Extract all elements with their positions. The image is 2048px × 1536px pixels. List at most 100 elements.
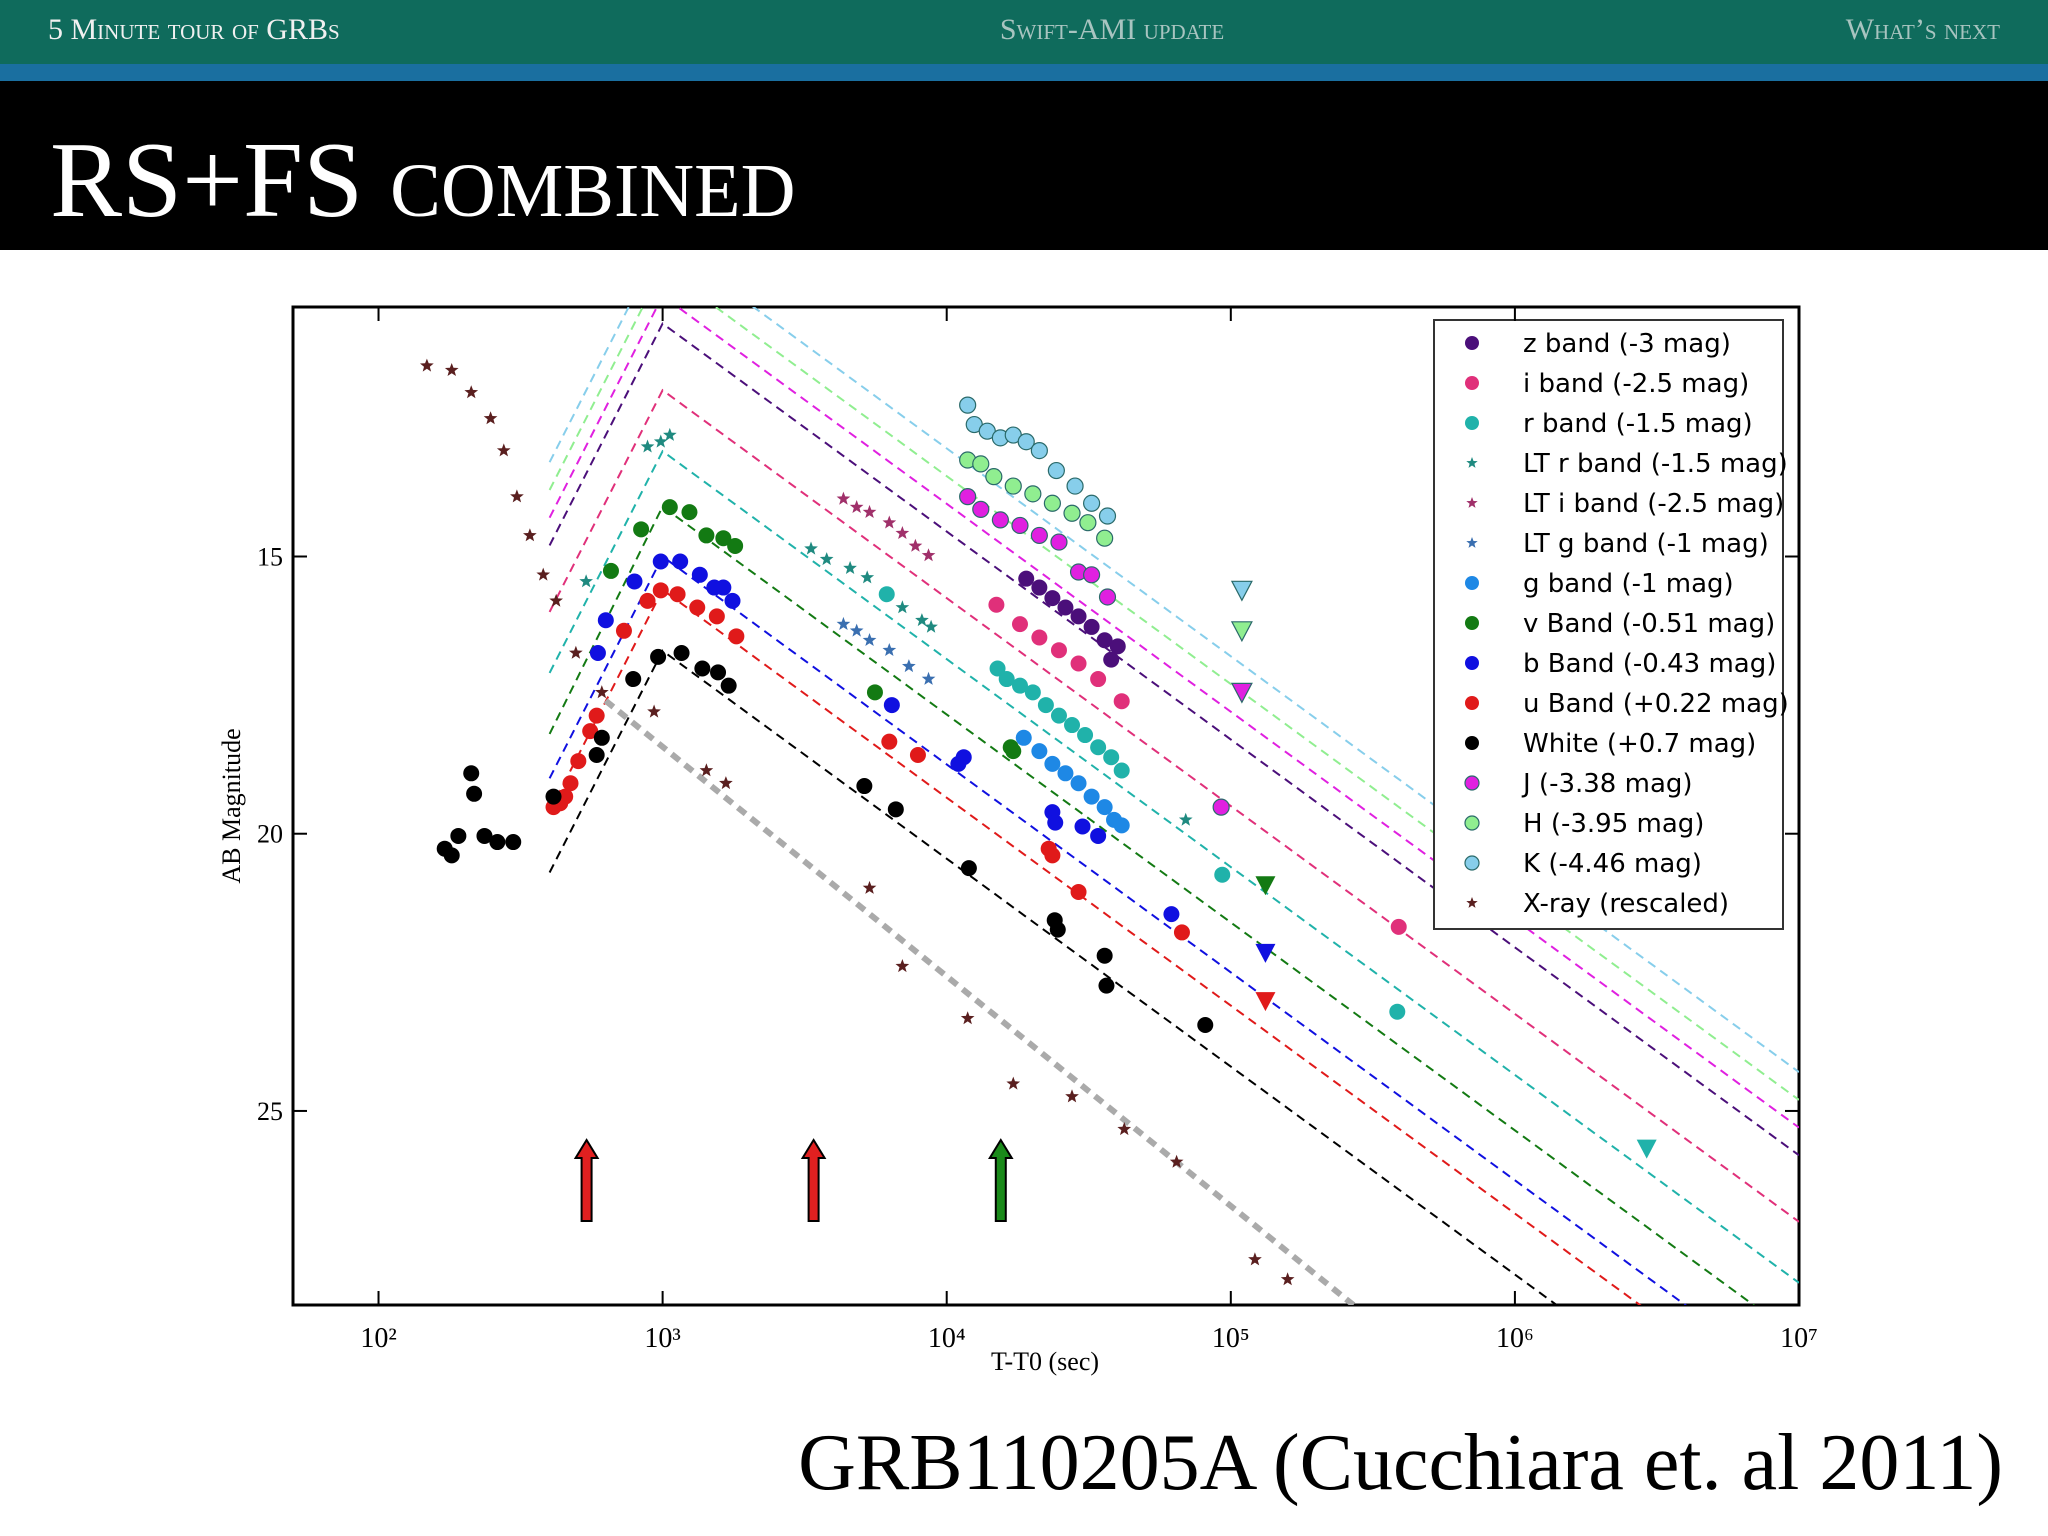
data-point	[1083, 788, 1100, 805]
data-point	[464, 385, 479, 399]
data-point	[1064, 717, 1081, 734]
data-point	[489, 834, 506, 851]
data-point	[1096, 947, 1113, 964]
data-point	[615, 622, 632, 639]
data-point	[1047, 814, 1064, 831]
data-point	[639, 592, 656, 609]
data-point	[708, 608, 725, 625]
data-point	[557, 788, 574, 805]
data-point	[691, 566, 708, 583]
data-point	[836, 616, 851, 630]
data-point	[663, 427, 677, 441]
data-point	[1113, 693, 1130, 710]
data-point	[1178, 812, 1193, 826]
title-bar	[0, 81, 2048, 250]
data-point	[724, 592, 741, 609]
data-point	[588, 707, 605, 724]
nav-link[interactable]: Swift-AMI update	[1000, 13, 1224, 46]
data-point	[715, 530, 732, 547]
data-point	[595, 685, 609, 699]
x-tick-label: 10³	[644, 1323, 680, 1354]
data-point	[1044, 590, 1061, 607]
data-point	[960, 1011, 975, 1025]
data-point	[1117, 1122, 1132, 1136]
data-point	[1044, 847, 1061, 864]
data-point	[1098, 588, 1117, 606]
data-point	[1113, 817, 1130, 834]
data-point	[959, 396, 977, 414]
data-point	[689, 599, 706, 616]
legend-marker	[1464, 775, 1480, 791]
data-point	[647, 704, 661, 718]
data-point	[909, 746, 926, 763]
data-point	[1024, 485, 1042, 503]
data-point	[673, 644, 690, 661]
data-point	[1074, 818, 1091, 835]
legend-marker	[1465, 736, 1479, 750]
legend-marker	[1464, 855, 1480, 871]
data-point	[1043, 494, 1061, 512]
legend-marker	[1465, 576, 1479, 590]
data-point	[466, 785, 483, 802]
data-point	[1057, 599, 1074, 616]
x-tick-label: 10⁷	[1780, 1323, 1818, 1354]
data-point	[1090, 671, 1107, 688]
model-line	[548, 307, 1799, 1101]
data-point	[1090, 827, 1107, 844]
data-point	[804, 541, 818, 555]
legend-label: X-ray (rescaled)	[1523, 889, 1729, 919]
data-point	[882, 515, 897, 529]
data-point	[496, 443, 511, 457]
data-point	[463, 765, 480, 782]
data-point	[1079, 514, 1097, 532]
data-point	[699, 763, 714, 777]
data-point	[1098, 977, 1115, 994]
data-point	[549, 593, 563, 607]
data-point	[626, 573, 643, 590]
data-point	[602, 562, 619, 579]
data-point	[715, 579, 732, 596]
y-tick-label: 25	[257, 1097, 283, 1126]
data-point	[589, 644, 606, 661]
legend-marker	[1465, 376, 1479, 390]
data-point	[652, 582, 669, 599]
data-point	[895, 600, 910, 614]
data-point	[1248, 1252, 1262, 1266]
data-point	[450, 827, 467, 844]
data-point	[1096, 799, 1113, 816]
data-point	[727, 537, 744, 554]
data-point	[1070, 883, 1087, 900]
data-point	[1066, 477, 1084, 495]
data-point	[444, 363, 459, 376]
x-tick-label: 10⁵	[1212, 1323, 1250, 1354]
data-point	[921, 548, 936, 562]
nav-bar	[0, 0, 2048, 64]
nav-link[interactable]: What’s next	[1846, 13, 2000, 46]
data-point	[881, 733, 898, 750]
upper-limit	[1230, 621, 1253, 643]
data-point	[1050, 707, 1067, 724]
data-point	[1390, 918, 1407, 935]
data-point	[1031, 579, 1048, 596]
model-line	[548, 322, 1799, 1157]
legend-marker	[1465, 416, 1479, 430]
data-point	[908, 538, 923, 552]
slide-title: RS+FS combined	[50, 121, 795, 240]
upper-limit	[1230, 682, 1253, 704]
data-point	[862, 504, 877, 518]
nav-link[interactable]: 5 Minute tour of GRBs	[48, 13, 340, 46]
data-point	[960, 860, 977, 877]
legend-marker	[1466, 457, 1478, 468]
data-point	[915, 613, 929, 627]
data-point	[420, 358, 434, 372]
data-point	[989, 660, 1006, 677]
data-point	[728, 628, 745, 645]
data-point	[1389, 1003, 1406, 1020]
data-point	[902, 659, 916, 673]
data-point	[1050, 533, 1068, 551]
data-point	[862, 633, 877, 646]
data-point	[1103, 651, 1120, 668]
data-point	[1057, 765, 1074, 782]
data-point	[653, 434, 668, 448]
